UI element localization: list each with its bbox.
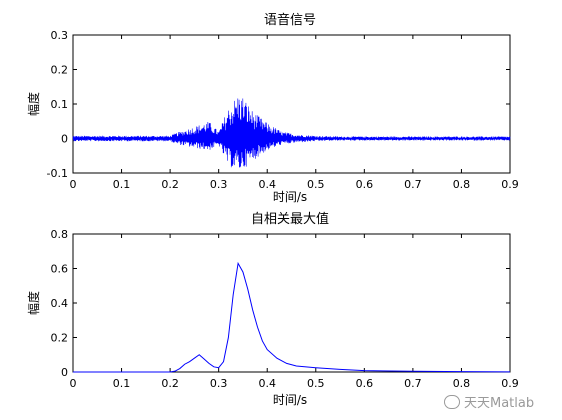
x-tick-label: 0 — [70, 377, 77, 390]
x-tick-label: 0.1 — [113, 178, 131, 191]
x-axis-label: 时间/s — [273, 393, 307, 407]
x-axis-label: 时间/s — [273, 190, 307, 204]
axes-frame — [72, 233, 511, 373]
watermark-text: 天天Matlab — [464, 396, 535, 411]
y-tick-label: 0.4 — [51, 297, 69, 310]
subplot-autocorrelation-max: 自相关最大值 0 0.1 0.2 0.3 0.4 0.5 0.6 0.7 0.8 0.9 0 0.2… — [26, 211, 519, 407]
y-tick-label: 0 — [61, 366, 68, 379]
y-axis-label: 幅度 — [26, 92, 41, 116]
series-line-speech — [72, 98, 511, 168]
x-tick-label: 0.3 — [210, 377, 228, 390]
y-tick-label: 0.1 — [51, 98, 69, 111]
x-tick-label: 0.5 — [307, 178, 325, 191]
y-tick-label: 0.2 — [51, 64, 69, 77]
x-tick-label: 0.7 — [404, 178, 422, 191]
x-tick-label: 0.8 — [453, 178, 471, 191]
y-tick-label: 0.8 — [51, 228, 69, 241]
y-tick-label: 0.3 — [51, 29, 69, 42]
x-tick-label: 0.3 — [210, 178, 228, 191]
x-tick-label: 0.7 — [404, 377, 422, 390]
x-tick-label: 0.4 — [258, 178, 276, 191]
x-tick-label: 0.2 — [161, 377, 179, 390]
y-tick-label: 0 — [61, 133, 68, 146]
x-tick-label: 0.9 — [501, 377, 519, 390]
x-tick-label: 0.1 — [113, 377, 131, 390]
y-axis-label: 幅度 — [26, 291, 41, 315]
series-line-autocorrelation — [73, 261, 511, 373]
x-tick-label: 0.6 — [356, 377, 374, 390]
x-tick-label: 0.2 — [161, 178, 179, 191]
x-tick-label: 0.8 — [453, 377, 471, 390]
chart-title: 语音信号 — [264, 12, 316, 28]
chart-title: 自相关最大值 — [251, 211, 329, 227]
y-tick-label: 0.2 — [51, 332, 69, 345]
x-tick-label: 0.5 — [307, 377, 325, 390]
subplot-speech-signal: 语音信号 0 0.1 0.2 0.3 0.4 0.5 0.6 0.7 0.8 0.9 -0.100… — [26, 12, 519, 204]
x-tick-label: 0.6 — [356, 178, 374, 191]
watermark: 天天Matlab — [444, 392, 534, 411]
y-tick-label: -0.1 — [47, 167, 68, 180]
wechat-icon — [444, 395, 460, 409]
x-tick-label: 0.4 — [258, 377, 276, 390]
y-tick-label: 0.6 — [51, 263, 69, 276]
axes-frame — [72, 34, 511, 174]
x-tick-label: 0.9 — [501, 178, 519, 191]
x-tick-label: 0 — [70, 178, 77, 191]
